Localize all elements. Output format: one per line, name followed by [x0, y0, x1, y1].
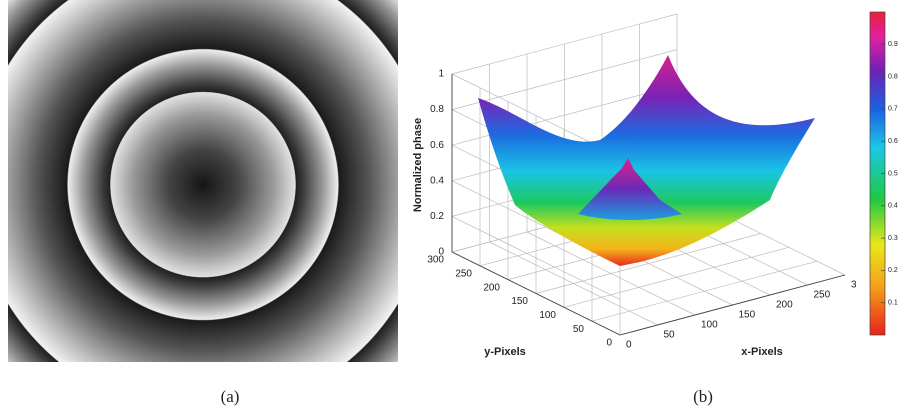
y-tick-label: 100	[539, 310, 556, 321]
fringe-image-center	[8, 0, 398, 362]
y-tick-label: 0	[606, 338, 612, 349]
x-tick-label: 0	[626, 340, 632, 351]
z-tick-label: 0.2	[430, 211, 444, 222]
z-tick-label: 1	[438, 69, 444, 80]
grid-line	[563, 246, 790, 308]
colorbar-tick-label: 0.7	[888, 106, 898, 113]
z-tick-label: 0	[438, 247, 444, 258]
z-axis-label: Normalized phase	[412, 118, 424, 212]
colorbar-tick-label: 0.5	[888, 170, 898, 177]
x-tick-label: 100	[701, 320, 718, 331]
colorbar-tick-label: 0.8	[888, 73, 898, 80]
colorbar-tick-label: 0.9	[888, 41, 898, 48]
colorbar-tick-label: 0.6	[888, 138, 898, 145]
z-tick-label: 0.4	[430, 175, 444, 186]
x-tick-label: 150	[739, 310, 756, 321]
panel-caption: (a)	[221, 387, 240, 406]
grid-line	[535, 233, 762, 294]
y-tick-label: 250	[455, 268, 472, 279]
surface	[478, 55, 815, 266]
x-tick-label: 3	[851, 280, 857, 291]
x-tick-label: 200	[776, 300, 793, 311]
x-axis-label: x-Pixels	[741, 346, 783, 358]
y-tick-label: 150	[511, 296, 528, 307]
colorbar-tick-label: 0.2	[888, 267, 898, 274]
axis-line	[619, 274, 846, 336]
surface-front-peak	[578, 158, 682, 220]
y-tick-label: 50	[573, 324, 585, 335]
y-tick-label: 300	[427, 255, 444, 266]
y-axis-label: y-Pixels	[484, 346, 526, 358]
grid-line	[591, 260, 818, 322]
colorbar-tick-label: 0.3	[888, 235, 898, 242]
panel-caption: (b)	[693, 387, 713, 406]
z-tick-label: 0.8	[430, 104, 444, 115]
y-tick-label: 200	[483, 282, 500, 293]
z-tick-label: 0.6	[430, 140, 444, 151]
x-tick-label: 250	[814, 290, 831, 301]
colorbar-tick-label: 0.4	[888, 203, 898, 210]
colorbar-tick-label: 0.1	[888, 300, 898, 307]
axis-line	[451, 251, 621, 336]
x-tick-label: 50	[664, 330, 676, 341]
